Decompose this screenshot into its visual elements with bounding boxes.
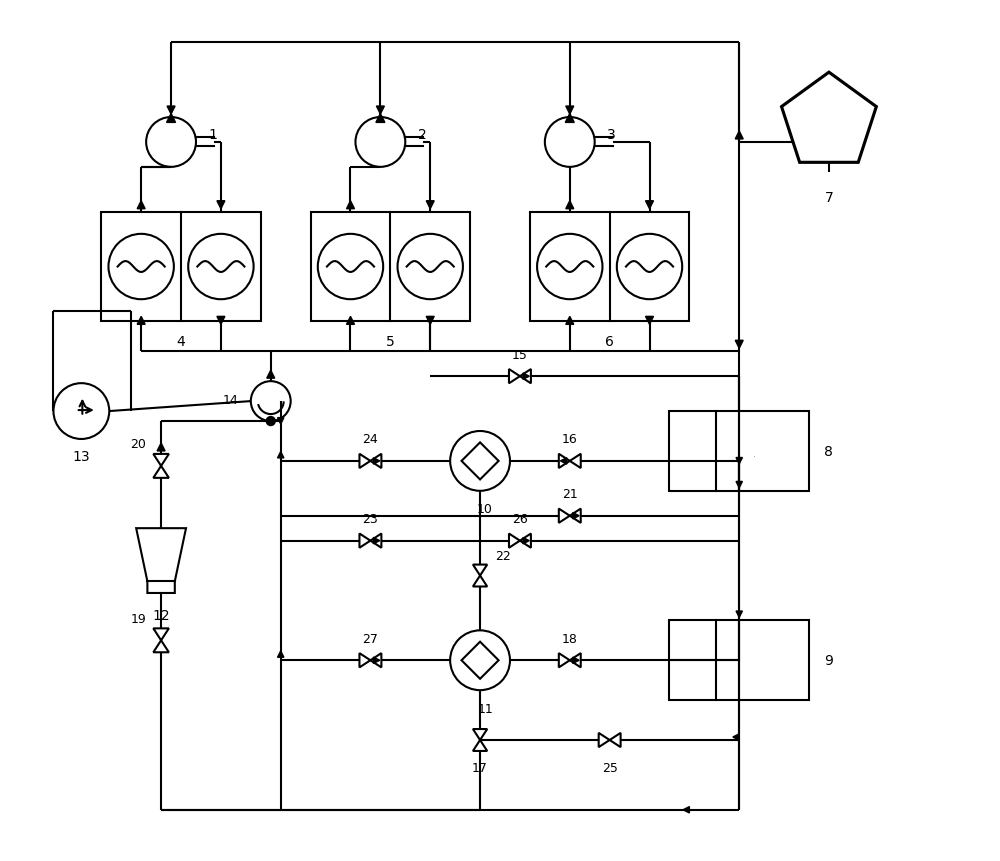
Polygon shape <box>217 201 225 209</box>
Polygon shape <box>167 115 176 123</box>
Polygon shape <box>137 317 145 325</box>
Polygon shape <box>599 733 610 747</box>
Polygon shape <box>153 629 169 641</box>
Bar <box>101 213 261 322</box>
Polygon shape <box>153 455 169 467</box>
Polygon shape <box>566 107 574 115</box>
Text: 10: 10 <box>477 503 493 516</box>
Polygon shape <box>559 653 570 667</box>
Text: 13: 13 <box>73 449 90 463</box>
Polygon shape <box>426 317 434 325</box>
Polygon shape <box>157 443 165 451</box>
Text: 20: 20 <box>130 438 146 451</box>
Text: 9: 9 <box>824 653 833 667</box>
Bar <box>530 213 689 322</box>
Polygon shape <box>683 807 689 813</box>
Polygon shape <box>370 653 381 667</box>
Polygon shape <box>523 374 529 380</box>
Polygon shape <box>570 455 581 468</box>
Polygon shape <box>520 369 531 384</box>
Text: 12: 12 <box>152 609 170 623</box>
Polygon shape <box>373 538 380 544</box>
Text: 6: 6 <box>605 335 614 349</box>
Polygon shape <box>509 534 520 548</box>
Text: 7: 7 <box>825 190 833 205</box>
Polygon shape <box>373 657 380 664</box>
Polygon shape <box>560 458 567 465</box>
Text: 5: 5 <box>386 335 395 349</box>
Polygon shape <box>520 534 531 548</box>
Polygon shape <box>473 565 487 576</box>
Text: 2: 2 <box>418 127 427 142</box>
Polygon shape <box>373 458 380 465</box>
Polygon shape <box>782 73 876 163</box>
Polygon shape <box>359 534 370 548</box>
Polygon shape <box>426 201 434 209</box>
Polygon shape <box>736 482 742 488</box>
Text: 3: 3 <box>607 127 616 142</box>
Polygon shape <box>735 341 743 349</box>
Bar <box>311 213 470 322</box>
Polygon shape <box>473 729 487 740</box>
Polygon shape <box>153 641 169 653</box>
Polygon shape <box>523 538 529 544</box>
Polygon shape <box>278 651 284 658</box>
Polygon shape <box>278 452 284 458</box>
Polygon shape <box>153 467 169 479</box>
Polygon shape <box>267 371 275 379</box>
Polygon shape <box>736 458 742 464</box>
Polygon shape <box>735 132 743 139</box>
Text: 24: 24 <box>363 433 378 446</box>
Text: 1: 1 <box>208 127 217 142</box>
Polygon shape <box>359 455 370 468</box>
Polygon shape <box>346 317 354 325</box>
Text: 21: 21 <box>562 487 578 501</box>
Polygon shape <box>573 657 579 664</box>
Text: 8: 8 <box>824 444 833 458</box>
Polygon shape <box>646 317 654 325</box>
Circle shape <box>266 417 275 426</box>
Polygon shape <box>359 653 370 667</box>
Polygon shape <box>346 201 354 209</box>
Polygon shape <box>610 733 621 747</box>
Polygon shape <box>646 201 654 209</box>
Polygon shape <box>570 653 581 667</box>
Polygon shape <box>736 611 742 617</box>
Polygon shape <box>217 317 225 325</box>
Text: 25: 25 <box>602 761 618 775</box>
Text: 14: 14 <box>223 393 239 406</box>
Text: 4: 4 <box>177 335 185 349</box>
Text: 18: 18 <box>562 632 578 645</box>
Polygon shape <box>137 201 145 209</box>
Polygon shape <box>573 513 579 519</box>
Bar <box>669 621 809 700</box>
Polygon shape <box>565 115 574 123</box>
Polygon shape <box>167 107 175 115</box>
Polygon shape <box>509 369 520 384</box>
Text: 15: 15 <box>512 349 528 362</box>
Polygon shape <box>370 455 381 468</box>
Text: 19: 19 <box>130 612 146 625</box>
Polygon shape <box>136 529 186 593</box>
Polygon shape <box>370 534 381 548</box>
Polygon shape <box>473 576 487 587</box>
Text: 26: 26 <box>512 512 528 525</box>
Polygon shape <box>559 455 570 468</box>
Polygon shape <box>376 107 384 115</box>
Text: 16: 16 <box>562 433 578 446</box>
Text: 11: 11 <box>477 702 493 715</box>
Polygon shape <box>566 317 574 325</box>
Polygon shape <box>559 509 570 523</box>
Text: 23: 23 <box>363 512 378 525</box>
Polygon shape <box>376 115 385 123</box>
Polygon shape <box>733 734 739 740</box>
Bar <box>669 412 809 492</box>
Text: 22: 22 <box>495 549 511 562</box>
Polygon shape <box>473 740 487 751</box>
Polygon shape <box>566 201 574 209</box>
Polygon shape <box>570 509 581 523</box>
Polygon shape <box>278 418 284 424</box>
Text: 17: 17 <box>472 761 488 775</box>
Text: 27: 27 <box>362 632 378 645</box>
